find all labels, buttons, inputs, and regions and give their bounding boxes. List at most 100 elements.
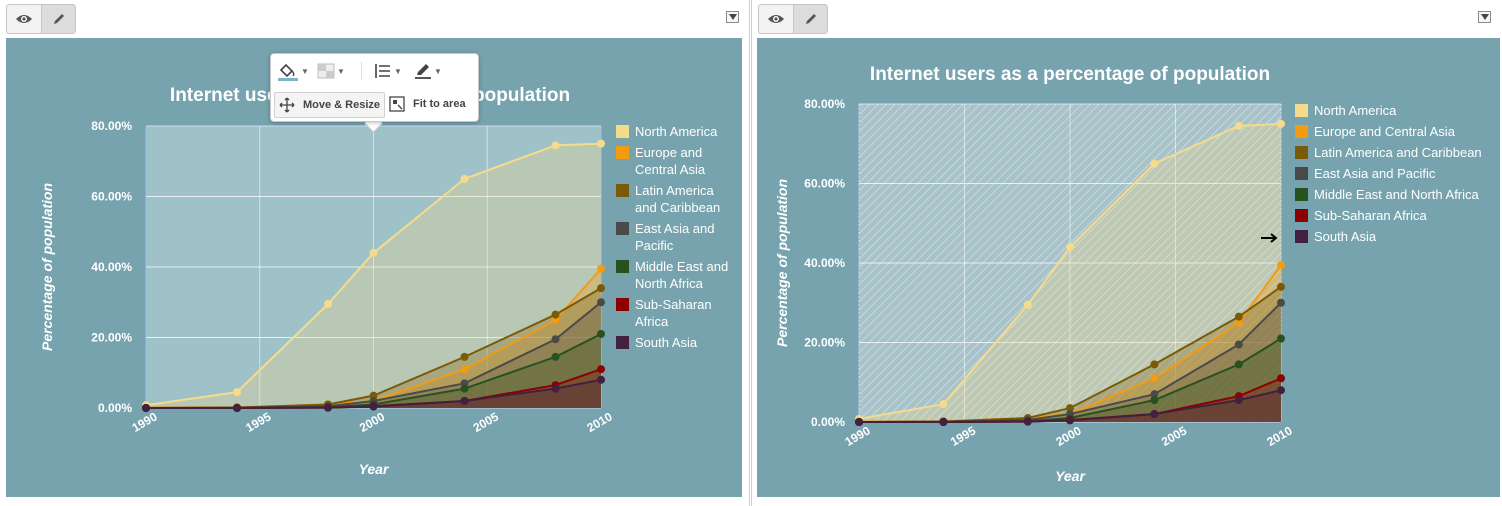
chevron-down-icon bbox=[1480, 14, 1489, 20]
line-style-icon bbox=[375, 64, 390, 78]
toolbar-separator bbox=[361, 62, 362, 80]
y-tick-label: 20.00% bbox=[804, 336, 845, 350]
data-point bbox=[551, 335, 560, 344]
legend-label: Europe and Central Asia bbox=[635, 145, 706, 177]
legend-item: South Asia bbox=[1295, 229, 1377, 244]
legend-label: Sub-Saharan Africa bbox=[635, 297, 712, 329]
pencil-icon bbox=[415, 64, 431, 79]
data-point bbox=[1150, 360, 1159, 369]
series-area bbox=[859, 286, 1281, 422]
data-point bbox=[597, 329, 605, 338]
series-area bbox=[859, 338, 1281, 422]
y-tick-label: 80.00% bbox=[804, 97, 845, 111]
fit-to-area-button[interactable]: Fit to area bbox=[389, 92, 466, 116]
data-point bbox=[1150, 390, 1159, 399]
legend-item: Sub-Saharan Africa bbox=[1295, 208, 1428, 223]
legend-swatch bbox=[1295, 104, 1308, 117]
caret-down-icon: ▼ bbox=[394, 66, 402, 76]
pencil-color-button[interactable]: ▼ bbox=[414, 60, 442, 82]
x-tick-label: 2010 bbox=[1264, 423, 1294, 449]
area-chart-right[interactable]: 0.00% 20.00% 40.00% 60.00% 80.00% 1990 1995 200… bbox=[757, 38, 1500, 497]
data-point bbox=[597, 139, 605, 148]
line-style-button[interactable]: ▼ bbox=[374, 60, 402, 82]
caret-down-icon: ▼ bbox=[301, 66, 309, 76]
y-tick-label: 60.00% bbox=[91, 190, 132, 204]
panel-menu-dropdown[interactable] bbox=[726, 11, 739, 23]
caret-down-icon: ▼ bbox=[434, 66, 442, 76]
legend-label: South Asia bbox=[1314, 229, 1377, 244]
legend-item: North America bbox=[1295, 103, 1397, 118]
legend-swatch bbox=[1295, 209, 1308, 222]
data-point bbox=[1234, 312, 1243, 321]
y-axis-label: Percentage of population bbox=[774, 179, 790, 347]
panel-menu-dropdown[interactable] bbox=[1478, 11, 1491, 23]
view-button[interactable] bbox=[759, 5, 793, 33]
legend-swatch bbox=[616, 260, 629, 273]
chevron-down-icon bbox=[728, 14, 737, 20]
legend-item: Europe and Central Asia bbox=[1295, 124, 1456, 139]
legend-item: Sub-Saharan Africa bbox=[616, 297, 712, 329]
legend-label: Middle East and North Africa bbox=[1314, 187, 1480, 202]
data-point bbox=[1150, 410, 1159, 419]
fill-color-button[interactable]: ▼ bbox=[277, 60, 309, 82]
data-point bbox=[597, 298, 605, 307]
view-button[interactable] bbox=[7, 5, 41, 33]
data-point bbox=[460, 396, 469, 405]
legend-swatch bbox=[616, 298, 629, 311]
series-area bbox=[146, 288, 601, 408]
chart-format-toolbar: ▼ ▼ ▼ ▼ Move & Resize Fit to area bbox=[270, 53, 479, 122]
edit-button[interactable] bbox=[41, 5, 75, 33]
legend-item: East Asia and Pacific bbox=[616, 221, 715, 253]
x-axis-label: Year bbox=[1055, 468, 1086, 484]
edit-button[interactable] bbox=[793, 5, 827, 33]
y-tick-label: 80.00% bbox=[91, 119, 132, 133]
legend-label: Sub-Saharan Africa bbox=[1314, 208, 1428, 223]
y-tick-label: 60.00% bbox=[804, 177, 845, 191]
fit-to-area-label: Fit to area bbox=[413, 98, 466, 110]
legend-label: Latin America and Caribbean bbox=[635, 183, 720, 215]
fit-to-area-icon bbox=[389, 96, 405, 112]
move-resize-button[interactable]: Move & Resize bbox=[274, 92, 386, 118]
legend-swatch bbox=[1295, 230, 1308, 243]
caret-down-icon: ▼ bbox=[337, 66, 345, 76]
legend-swatch bbox=[616, 336, 629, 349]
x-tick-label: 1990 bbox=[129, 409, 159, 435]
chart-area-left[interactable]: 0.00% 20.00% 40.00% 60.00% 80.00% 1990 1995 200… bbox=[6, 38, 742, 497]
move-resize-label: Move & Resize bbox=[303, 99, 381, 111]
y-tick-label: 0.00% bbox=[98, 401, 132, 415]
legend-label: Middle East and North Africa bbox=[635, 259, 728, 291]
data-point bbox=[233, 388, 241, 397]
data-point bbox=[1277, 260, 1285, 269]
data-point bbox=[460, 384, 469, 393]
view-edit-toggle bbox=[6, 4, 76, 34]
view-edit-toggle bbox=[758, 4, 828, 34]
data-point bbox=[1150, 396, 1159, 405]
legend-swatch bbox=[616, 184, 629, 197]
chart-area-right[interactable]: 0.00% 20.00% 40.00% 60.00% 80.00% 1990 1995 200… bbox=[757, 38, 1500, 497]
fill-color-icon bbox=[278, 63, 298, 81]
background-pattern-button[interactable]: ▼ bbox=[317, 60, 345, 82]
data-point bbox=[324, 300, 332, 309]
legend-swatch bbox=[1295, 125, 1308, 138]
y-axis-label: Percentage of population bbox=[39, 183, 55, 351]
area-chart-left[interactable]: 0.00% 20.00% 40.00% 60.00% 80.00% 1990 1995 200… bbox=[6, 38, 742, 497]
y-tick-label: 40.00% bbox=[91, 260, 132, 274]
data-point bbox=[1277, 298, 1285, 307]
series-area bbox=[146, 333, 601, 408]
legend-swatch bbox=[616, 146, 629, 159]
data-point bbox=[1234, 340, 1243, 349]
data-point bbox=[369, 248, 378, 257]
legend-swatch bbox=[1295, 167, 1308, 180]
data-point bbox=[1277, 386, 1285, 395]
y-tick-label: 20.00% bbox=[91, 331, 132, 345]
chart-panel-right: 0.00% 20.00% 40.00% 60.00% 80.00% 1990 1995 200… bbox=[751, 0, 1502, 506]
data-point bbox=[233, 404, 241, 412]
x-tick-label: 1995 bbox=[243, 409, 273, 435]
legend-item: Middle East and North Africa bbox=[616, 259, 728, 291]
data-point bbox=[1277, 119, 1285, 128]
data-point bbox=[1150, 374, 1159, 383]
series-area bbox=[859, 390, 1281, 422]
legend-label: Latin America and Caribbean bbox=[1314, 145, 1482, 160]
legend-item: Latin America and Caribbean bbox=[1295, 145, 1482, 160]
legend-swatch bbox=[616, 222, 629, 235]
